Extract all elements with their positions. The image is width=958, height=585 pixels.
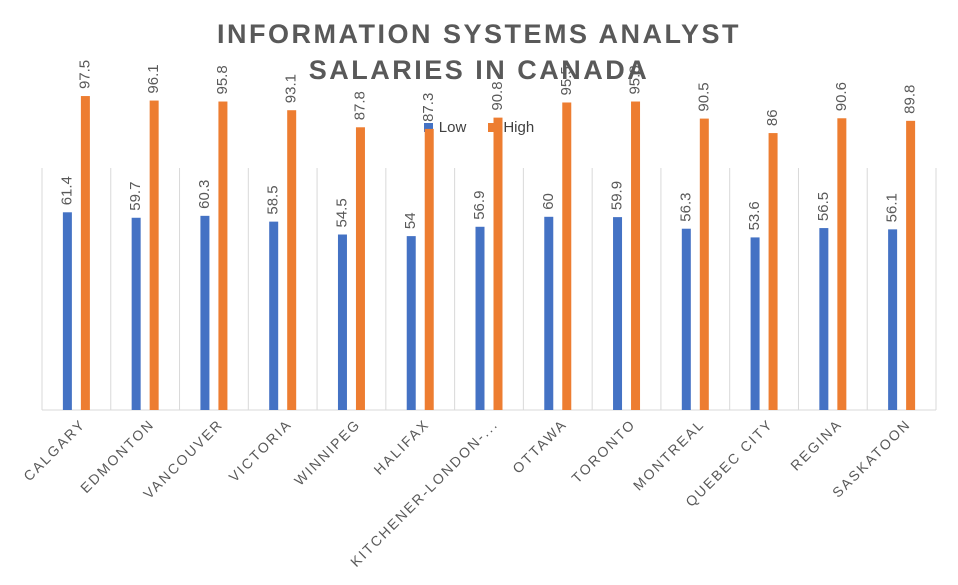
data-label-low-2: 60.3 bbox=[196, 180, 213, 209]
bar-low-11 bbox=[819, 228, 829, 410]
bar-high-7 bbox=[562, 102, 572, 411]
bar-low-8 bbox=[613, 217, 623, 410]
data-label-high-8: 95.8 bbox=[627, 65, 644, 94]
data-label-high-2: 95.8 bbox=[214, 65, 231, 94]
data-label-high-6: 90.8 bbox=[489, 81, 506, 110]
chart-title-line-1: INFORMATION SYSTEMS ANALYST bbox=[216, 19, 742, 49]
data-label-high-5: 87.3 bbox=[420, 93, 437, 122]
category-label-9: MONTREAL bbox=[630, 416, 708, 494]
data-label-low-11: 56.5 bbox=[815, 192, 832, 221]
bar-low-0 bbox=[62, 212, 72, 410]
bar-high-6 bbox=[493, 117, 503, 411]
data-label-high-12: 89.8 bbox=[902, 85, 919, 114]
legend-item-low: Low bbox=[423, 119, 467, 136]
bar-high-3 bbox=[287, 110, 297, 410]
category-label-4: WINNIPEG bbox=[291, 416, 364, 489]
data-label-high-9: 90.5 bbox=[695, 82, 712, 111]
category-label-8: TORONTO bbox=[568, 416, 638, 486]
data-label-low-6: 56.9 bbox=[471, 191, 488, 220]
bar-high-1 bbox=[149, 100, 159, 411]
bar-high-5 bbox=[424, 128, 434, 411]
data-label-low-1: 59.7 bbox=[127, 182, 144, 211]
legend-label-high: High bbox=[503, 119, 535, 136]
data-label-low-7: 60 bbox=[540, 193, 557, 210]
data-label-low-0: 61.4 bbox=[58, 176, 75, 205]
bar-low-4 bbox=[337, 234, 347, 410]
bar-high-8 bbox=[631, 101, 641, 411]
category-label-5: HALIFAX bbox=[370, 416, 432, 478]
bar-low-1 bbox=[131, 217, 141, 410]
bar-high-4 bbox=[355, 127, 365, 410]
bar-low-7 bbox=[544, 216, 554, 410]
category-label-3: VICTORIA bbox=[226, 416, 295, 485]
data-label-high-0: 97.5 bbox=[76, 60, 93, 89]
legend: Low High bbox=[0, 119, 958, 136]
category-label-7: OTTAWA bbox=[509, 416, 570, 477]
data-label-high-7: 95.5 bbox=[558, 66, 575, 95]
data-label-low-4: 54.5 bbox=[333, 198, 350, 227]
bar-high-11 bbox=[837, 118, 847, 410]
data-label-low-3: 58.5 bbox=[265, 185, 282, 214]
category-label-0: CALGARY bbox=[20, 416, 88, 484]
data-label-low-5: 54 bbox=[402, 212, 419, 229]
bar-low-12 bbox=[888, 229, 898, 410]
bar-high-0 bbox=[80, 96, 90, 411]
bar-low-10 bbox=[750, 237, 760, 410]
data-label-high-4: 87.8 bbox=[351, 91, 368, 120]
data-label-low-10: 53.6 bbox=[746, 201, 763, 230]
data-label-high-10: 86 bbox=[764, 109, 781, 126]
bar-low-2 bbox=[200, 215, 210, 410]
bar-low-9 bbox=[681, 228, 691, 410]
bar-high-2 bbox=[218, 101, 228, 411]
legend-item-high: High bbox=[488, 119, 534, 136]
legend-label-low: Low bbox=[438, 119, 467, 136]
chart-title: INFORMATION SYSTEMS ANALYST SALARIES IN … bbox=[0, 16, 958, 88]
bar-low-3 bbox=[269, 221, 279, 410]
chart-title-line-2: SALARIES IN CANADA bbox=[308, 55, 650, 85]
category-label-11: REGINA bbox=[787, 416, 845, 474]
legend-swatch-low bbox=[423, 123, 433, 132]
data-label-low-9: 56.3 bbox=[677, 193, 694, 222]
bar-high-12 bbox=[906, 120, 916, 411]
data-label-low-12: 56.1 bbox=[884, 193, 901, 222]
data-label-high-3: 93.1 bbox=[283, 74, 300, 103]
data-label-high-11: 90.6 bbox=[833, 82, 850, 111]
data-label-low-8: 59.9 bbox=[609, 181, 626, 210]
data-label-high-1: 96.1 bbox=[145, 64, 162, 93]
category-label-6: KITCHENER-LONDON-... bbox=[347, 416, 501, 570]
legend-swatch-high bbox=[488, 123, 498, 132]
bar-low-5 bbox=[406, 236, 416, 410]
bar-low-6 bbox=[475, 226, 485, 410]
bar-high-9 bbox=[699, 118, 709, 410]
bar-high-10 bbox=[768, 133, 778, 410]
